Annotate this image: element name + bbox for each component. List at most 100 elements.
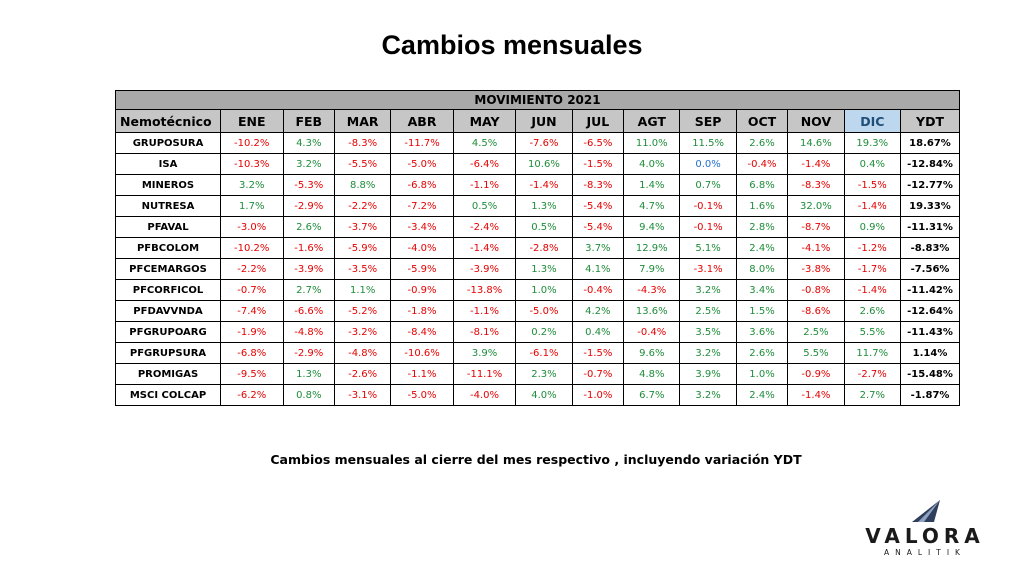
value-cell: -2.2% <box>334 195 392 217</box>
value-cell: -7.6% <box>515 132 573 154</box>
value-cell: 7.9% <box>623 258 681 280</box>
value-cell: 11.7% <box>843 342 902 364</box>
value-cell: 12.9% <box>623 237 681 259</box>
logo-wordmark: VALORA <box>865 524 985 548</box>
ydt-cell: -8.83% <box>900 237 960 259</box>
ydt-cell: -7.56% <box>900 258 960 280</box>
value-cell: 4.5% <box>452 132 517 154</box>
value-cell: 2.7% <box>282 279 336 301</box>
value-cell: 1.0% <box>515 279 573 301</box>
value-cell: -5.5% <box>334 153 392 175</box>
value-cell: 4.0% <box>515 384 573 406</box>
value-cell: 1.6% <box>735 195 789 217</box>
value-cell: -1.5% <box>843 174 902 196</box>
value-cell: 0.8% <box>282 384 336 406</box>
value-cell: -0.9% <box>787 363 845 385</box>
value-cell: -3.5% <box>334 258 392 280</box>
value-cell: 2.4% <box>735 237 789 259</box>
value-cell: -2.2% <box>220 258 284 280</box>
value-cell: 0.4% <box>843 153 902 175</box>
value-cell: 1.3% <box>515 195 573 217</box>
value-cell: 14.6% <box>787 132 845 154</box>
value-cell: 0.7% <box>679 174 737 196</box>
logo-mark-icon <box>912 500 940 522</box>
value-cell: -6.4% <box>452 153 517 175</box>
value-cell: -4.0% <box>452 384 517 406</box>
column-header-mar: MAR <box>334 109 392 133</box>
column-header-abr: ABR <box>390 109 454 133</box>
value-cell: -4.8% <box>282 321 336 343</box>
value-cell: -6.6% <box>282 300 336 322</box>
value-cell: 3.2% <box>679 342 737 364</box>
column-header-feb: FEB <box>282 109 336 133</box>
value-cell: -7.4% <box>220 300 284 322</box>
value-cell: -1.2% <box>843 237 902 259</box>
value-cell: 2.4% <box>735 384 789 406</box>
value-cell: -0.9% <box>390 279 454 301</box>
value-cell: -5.9% <box>334 237 392 259</box>
value-cell: -5.0% <box>515 300 573 322</box>
value-cell: -0.7% <box>571 363 625 385</box>
value-cell: 19.3% <box>843 132 902 154</box>
value-cell: -1.1% <box>390 363 454 385</box>
value-cell: -2.6% <box>334 363 392 385</box>
value-cell: 9.4% <box>623 216 681 238</box>
monthly-changes-table: MOVIMIENTO 2021 Nemotécnico ENE FEB MAR ABR M… <box>115 90 960 406</box>
value-cell: -1.6% <box>282 237 336 259</box>
value-cell: 4.1% <box>571 258 625 280</box>
value-cell: -1.4% <box>843 195 902 217</box>
value-cell: -3.9% <box>282 258 336 280</box>
ticker-cell: PROMIGAS <box>115 363 221 385</box>
value-cell: 6.8% <box>735 174 789 196</box>
value-cell: -1.4% <box>843 279 902 301</box>
ydt-cell: -12.64% <box>900 300 960 322</box>
value-cell: -3.8% <box>787 258 845 280</box>
value-cell: 0.5% <box>515 216 573 238</box>
value-cell: 6.7% <box>623 384 681 406</box>
value-cell: -0.4% <box>571 279 625 301</box>
column-header-dic: DIC <box>843 109 902 133</box>
value-cell: 4.3% <box>282 132 336 154</box>
ydt-cell: 18.67% <box>900 132 960 154</box>
column-header-oct: OCT <box>735 109 789 133</box>
value-cell: -1.5% <box>571 342 625 364</box>
table-row: MINEROS 3.2% -5.3% 8.8% -6.8% -1.1% -1.4% -8.3%… <box>115 174 960 196</box>
ticker-cell: MSCI COLCAP <box>115 384 221 406</box>
value-cell: -1.1% <box>452 174 517 196</box>
value-cell: 0.5% <box>452 195 517 217</box>
value-cell: -5.0% <box>390 153 454 175</box>
ydt-cell: 19.33% <box>900 195 960 217</box>
value-cell: 8.0% <box>735 258 789 280</box>
value-cell: -1.4% <box>787 384 845 406</box>
ticker-cell: PFGRUPSURA <box>115 342 221 364</box>
column-header-jun: JUN <box>515 109 573 133</box>
value-cell: 0.4% <box>571 321 625 343</box>
value-cell: 3.2% <box>282 153 336 175</box>
value-cell: -10.3% <box>220 153 284 175</box>
value-cell: 1.3% <box>282 363 336 385</box>
value-cell: 2.5% <box>787 321 845 343</box>
value-cell: -2.9% <box>282 195 336 217</box>
value-cell: 3.9% <box>679 363 737 385</box>
value-cell: -3.0% <box>220 216 284 238</box>
value-cell: 1.0% <box>735 363 789 385</box>
value-cell: -3.2% <box>334 321 392 343</box>
table-row: PFGRUPSURA -6.8% -2.9% -4.8% -10.6% 3.9% -6.1%… <box>115 342 960 364</box>
footnote: Cambios mensuales al cierre del mes resp… <box>270 452 802 467</box>
value-cell: -8.4% <box>390 321 454 343</box>
value-cell: 3.2% <box>220 174 284 196</box>
value-cell: -5.3% <box>282 174 336 196</box>
value-cell: 5.5% <box>843 321 902 343</box>
value-cell: -1.5% <box>571 153 625 175</box>
table-banner-row: MOVIMIENTO 2021 <box>115 90 960 110</box>
table-row: PROMIGAS -9.5% 1.3% -2.6% -1.1% -11.1% 2.3% -0.… <box>115 363 960 385</box>
value-cell: 1.1% <box>334 279 392 301</box>
column-header-sep: SEP <box>679 109 737 133</box>
value-cell: 4.7% <box>623 195 681 217</box>
value-cell: -5.9% <box>390 258 454 280</box>
value-cell: 3.6% <box>735 321 789 343</box>
value-cell: 11.5% <box>679 132 737 154</box>
page-title: Cambios mensuales <box>381 30 643 60</box>
value-cell: 2.6% <box>735 342 789 364</box>
table-row: MSCI COLCAP -6.2% 0.8% -3.1% -5.0% -4.0% 4.0% -… <box>115 384 960 406</box>
